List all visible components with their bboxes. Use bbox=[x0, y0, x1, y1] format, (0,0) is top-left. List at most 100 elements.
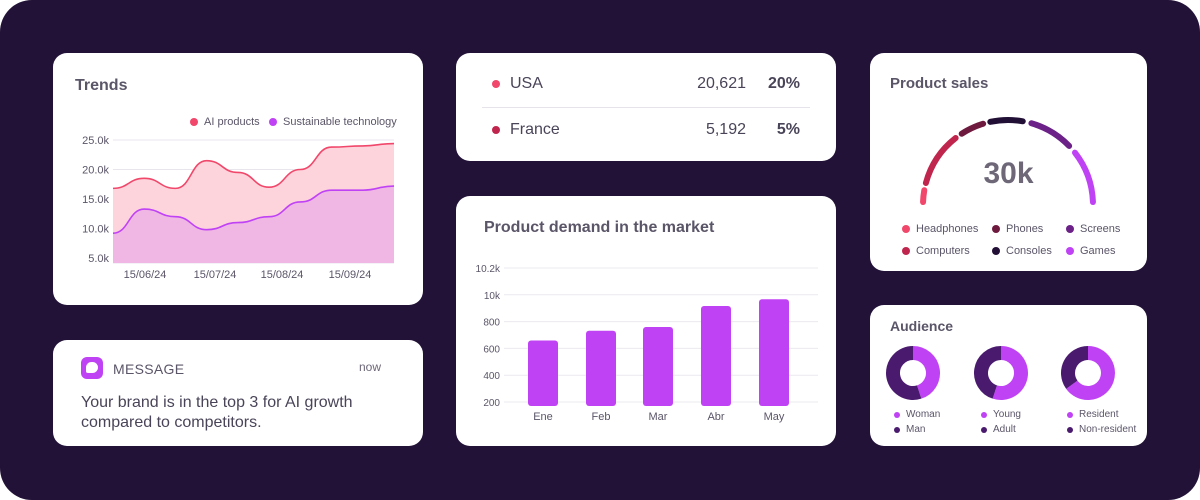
legend-label: Adult bbox=[993, 424, 1016, 435]
demand-y-tick: 800 bbox=[483, 318, 500, 329]
countries-card: USA 20,621 20% France 5,192 5% bbox=[456, 53, 836, 161]
demand-y-tick: 10k bbox=[484, 291, 501, 302]
country-divider bbox=[482, 107, 810, 108]
sales-legend-screens: Screens bbox=[1066, 223, 1120, 235]
message-icon bbox=[81, 357, 103, 379]
legend-label: Resident bbox=[1079, 409, 1119, 420]
gauge-segment-consoles bbox=[987, 117, 1026, 125]
legend-label: Computers bbox=[916, 245, 970, 257]
country-name: France bbox=[510, 121, 560, 138]
country-dot-france bbox=[492, 126, 500, 134]
legend-dot-sustainable-tech bbox=[269, 118, 277, 126]
country-row-france[interactable]: France 5,192 5% bbox=[492, 115, 800, 145]
demand-x-tick: Mar bbox=[649, 411, 668, 423]
demand-x-tick: Ene bbox=[533, 411, 553, 423]
legend-dot bbox=[1066, 225, 1074, 233]
demand-title: Product demand in the market bbox=[484, 219, 715, 236]
audience-slice-non-resident bbox=[1061, 346, 1089, 389]
trends-x-tick: 15/06/24 bbox=[124, 269, 167, 281]
legend-dot bbox=[902, 247, 910, 255]
gauge-segment-screens bbox=[1028, 120, 1073, 149]
message-card[interactable]: MESSAGE now Your brand is in the top 3 f… bbox=[53, 340, 423, 446]
legend-label: Man bbox=[906, 424, 926, 435]
audience-slice-resident bbox=[1066, 346, 1115, 400]
legend-label: Phones bbox=[1006, 223, 1044, 235]
demand-x-tick: May bbox=[764, 411, 785, 423]
trends-line-1 bbox=[112, 185, 395, 235]
country-dot-usa bbox=[492, 80, 500, 88]
country-name: USA bbox=[510, 75, 543, 92]
legend-label: Sustainable technology bbox=[283, 116, 397, 128]
trends-area-chart: 25.0k 20.0k 15.0k 10.0k 5.0k 15/06/24 15/07/24… bbox=[82, 135, 395, 281]
trends-x-tick: 15/09/24 bbox=[329, 269, 372, 281]
trends-y-tick: 20.0k bbox=[82, 165, 109, 177]
sales-legend-consoles: Consoles bbox=[992, 245, 1052, 257]
message-label: MESSAGE bbox=[113, 361, 185, 377]
audience-slice-woman bbox=[912, 346, 940, 399]
audience-legend-resident: Resident bbox=[1067, 409, 1118, 420]
trends-legend-ai-products: AI products bbox=[190, 116, 260, 128]
country-value: 20,621 bbox=[697, 75, 746, 92]
message-body: Your brand is in the top 3 for AI growth… bbox=[81, 394, 353, 431]
product-sales-center-value: 30k bbox=[983, 157, 1034, 190]
legend-dot bbox=[992, 225, 1000, 233]
audience-legend-young: Young bbox=[981, 409, 1021, 420]
legend-label: Consoles bbox=[1006, 245, 1052, 257]
legend-dot bbox=[902, 225, 910, 233]
legend-label: AI products bbox=[204, 116, 260, 128]
demand-card: Product demand in the market 10.2k 10k 800… bbox=[456, 196, 836, 446]
demand-y-tick: 400 bbox=[483, 371, 500, 382]
legend-dot bbox=[981, 411, 987, 418]
country-percent: 5% bbox=[776, 121, 800, 138]
trends-title: Trends bbox=[75, 77, 128, 94]
product-sales-gauge bbox=[920, 117, 1096, 206]
legend-dot bbox=[1067, 411, 1073, 418]
audience-legend-non-resident: Non-resident bbox=[1067, 424, 1136, 435]
demand-x-tick: Feb bbox=[592, 411, 611, 423]
gauge-segment-headphones bbox=[920, 187, 928, 206]
country-value: 5,192 bbox=[705, 121, 746, 138]
audience-title: Audience bbox=[890, 318, 954, 334]
legend-label: Woman bbox=[906, 409, 941, 420]
legend-dot bbox=[992, 247, 1000, 255]
country-percent: 20% bbox=[767, 75, 800, 92]
audience-slice-adult bbox=[974, 346, 1002, 399]
legend-label: Headphones bbox=[916, 223, 979, 235]
demand-bar-ene bbox=[528, 340, 558, 406]
sales-legend-headphones: Headphones bbox=[902, 223, 978, 235]
trends-line-0 bbox=[112, 142, 395, 190]
trends-legend-sustainable-tech: Sustainable technology bbox=[269, 116, 397, 128]
demand-x-tick: Abr bbox=[707, 411, 724, 423]
legend-dot bbox=[894, 411, 900, 418]
trends-y-tick: 5.0k bbox=[88, 253, 109, 265]
demand-y-tick: 200 bbox=[483, 398, 500, 409]
legend-dot bbox=[1066, 247, 1074, 255]
trends-x-tick: 15/07/24 bbox=[194, 269, 237, 281]
gauge-segment-computers bbox=[922, 135, 959, 186]
legend-label: Screens bbox=[1080, 223, 1121, 235]
audience-legend-adult: Adult bbox=[981, 424, 1016, 435]
legend-dot bbox=[894, 426, 900, 433]
demand-bar-may bbox=[759, 299, 789, 406]
trends-y-tick: 15.0k bbox=[82, 194, 109, 206]
sales-legend-computers: Computers bbox=[902, 245, 970, 257]
trends-card: Trends AI products Sustainable technolog… bbox=[53, 53, 423, 305]
demand-bar-abr bbox=[701, 306, 731, 406]
demand-bar-feb bbox=[586, 330, 616, 406]
sales-legend-phones: Phones bbox=[992, 223, 1043, 235]
country-row-usa[interactable]: USA 20,621 20% bbox=[492, 69, 800, 99]
trends-area-1 bbox=[113, 186, 394, 263]
legend-dot bbox=[1067, 426, 1073, 433]
trends-x-tick: 15/08/24 bbox=[261, 269, 304, 281]
product-sales-title: Product sales bbox=[890, 75, 989, 92]
audience-card: Audience Woman Man Young Adult Resident Non-r… bbox=[870, 305, 1147, 446]
demand-y-tick: 600 bbox=[483, 344, 500, 355]
gauge-segment-phones bbox=[958, 120, 987, 137]
trends-y-tick: 25.0k bbox=[82, 135, 109, 147]
audience-donuts bbox=[886, 346, 1115, 400]
legend-label: Non-resident bbox=[1079, 424, 1137, 435]
sales-legend-games: Games bbox=[1066, 245, 1115, 257]
legend-label: Young bbox=[993, 409, 1021, 420]
demand-bar-mar bbox=[643, 327, 673, 406]
